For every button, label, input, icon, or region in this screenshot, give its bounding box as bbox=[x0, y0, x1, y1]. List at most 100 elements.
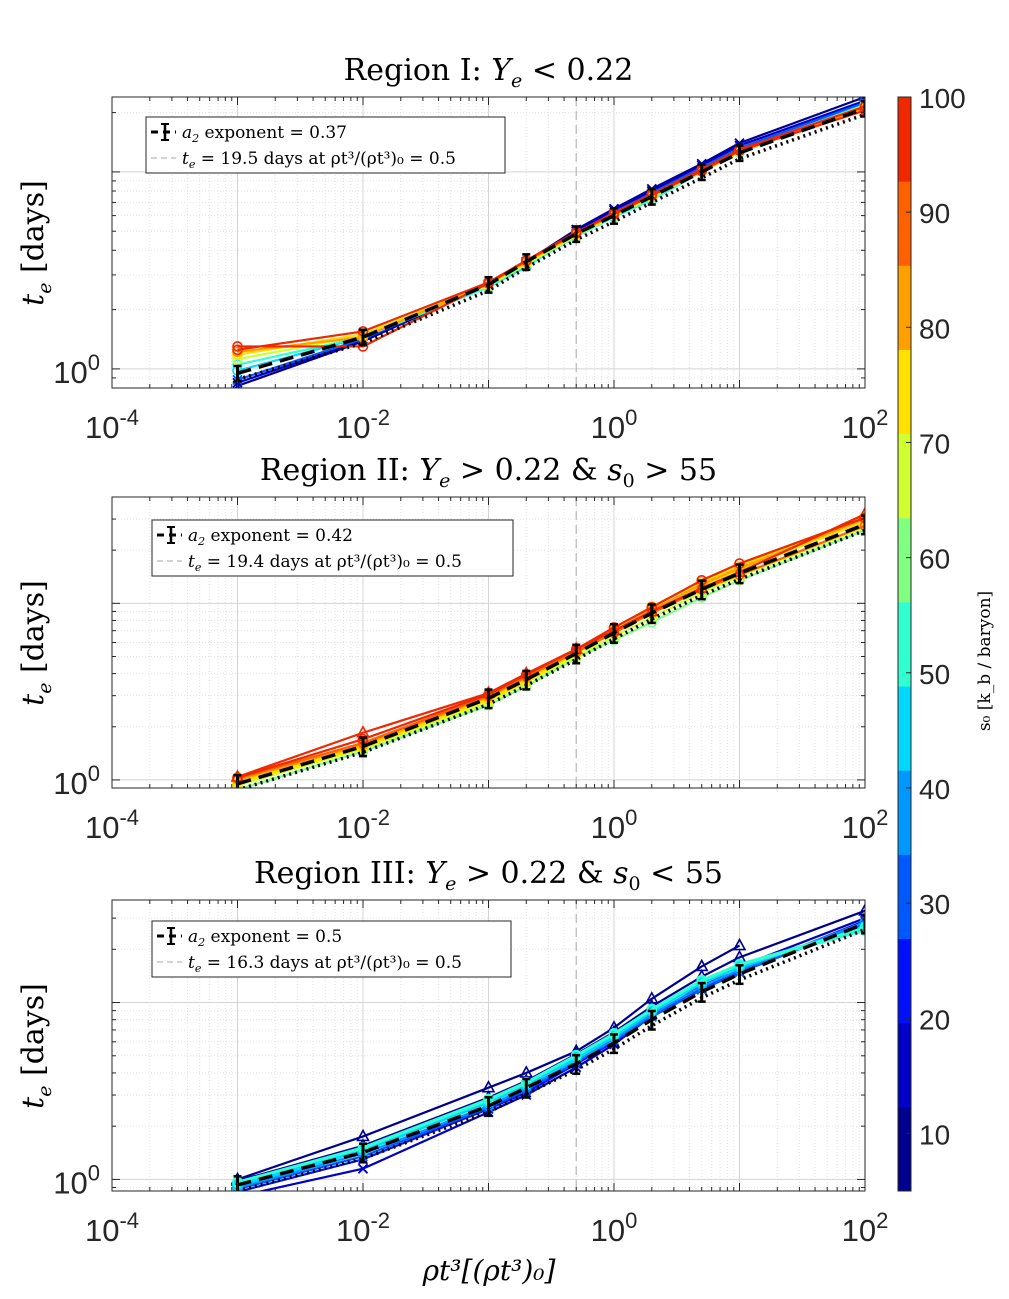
series-group bbox=[232, 97, 865, 388]
x-tick-label: 100 bbox=[591, 1208, 638, 1248]
colorbar-segment bbox=[898, 433, 911, 519]
title-text: > 0.22 & bbox=[456, 856, 613, 891]
y-axis-label: te [days] bbox=[16, 580, 56, 706]
ylabel-units: [days] bbox=[16, 580, 51, 682]
legend-subscript: e bbox=[195, 561, 202, 574]
tick-exponent: 2 bbox=[876, 1208, 888, 1233]
data-point bbox=[232, 344, 243, 356]
y-axis-label: te [days] bbox=[16, 983, 56, 1109]
legend-entry-2: te = 19.5 days at ρt³/(ρt³)₀ = 0.5 bbox=[182, 149, 456, 171]
title-text: Region III: bbox=[254, 856, 425, 891]
x-tick-label: 10-4 bbox=[85, 405, 139, 445]
x-tick-label: 10-2 bbox=[336, 405, 390, 445]
tick-mantissa: 10 bbox=[336, 810, 370, 845]
x-tick-label: 102 bbox=[842, 405, 889, 445]
colorbar-segment bbox=[898, 1106, 911, 1192]
colorbar-segment bbox=[898, 854, 911, 940]
legend-entry-2: te = 19.4 days at ρt³/(ρt³)₀ = 0.5 bbox=[188, 552, 462, 574]
fit-line bbox=[237, 106, 865, 375]
tick-exponent: -2 bbox=[370, 405, 390, 430]
title-subscript: 0 bbox=[623, 470, 635, 492]
colorbar-label: s₀ [k_b / baryon] bbox=[975, 591, 995, 731]
title-text: Region I: bbox=[344, 53, 492, 88]
colorbar-tick-label: 20 bbox=[919, 1004, 950, 1035]
chart-title: Region I: Ye < 0.22 bbox=[344, 53, 634, 92]
series-line bbox=[237, 926, 865, 1183]
legend-symbol: t bbox=[188, 552, 195, 572]
tick-exponent: -4 bbox=[119, 405, 139, 430]
x-tick-label: 10-2 bbox=[336, 1208, 390, 1248]
colorbar-segment bbox=[898, 1022, 911, 1108]
y-tick-label: 100 bbox=[53, 350, 100, 390]
tick-exponent: 2 bbox=[876, 805, 888, 830]
title-text: Region II: bbox=[260, 453, 419, 488]
data-point bbox=[859, 922, 865, 933]
x-tick-label: 102 bbox=[842, 1208, 889, 1248]
tick-mantissa: 10 bbox=[591, 810, 625, 845]
legend-symbol: a bbox=[188, 927, 198, 947]
tick-mantissa: 10 bbox=[53, 1165, 87, 1200]
fit-line bbox=[236, 522, 865, 786]
title-text: > 0.22 & bbox=[450, 453, 607, 488]
data-point bbox=[858, 903, 865, 916]
legend-text: exponent = 0.37 bbox=[199, 123, 347, 143]
tick-exponent: -4 bbox=[119, 805, 139, 830]
tick-mantissa: 10 bbox=[591, 1213, 625, 1248]
legend: a2 exponent = 0.5 te = 16.3 days at ρt³/(… bbox=[151, 920, 512, 978]
colorbar-segment bbox=[898, 265, 911, 350]
legend-text: = 16.3 days at ρt³/(ρt³)₀ = 0.5 bbox=[201, 953, 462, 973]
title-text: < 0.22 bbox=[522, 53, 633, 88]
series-line bbox=[237, 516, 865, 779]
tick-exponent: 0 bbox=[625, 405, 637, 430]
data-point bbox=[357, 1163, 369, 1174]
colorbar: 10 20 30 40 50 60 70 80 90 100 s₀ [k_b / baryon] bbox=[897, 83, 995, 1192]
series-group bbox=[230, 903, 865, 1191]
tick-mantissa: 10 bbox=[85, 810, 119, 845]
title-subscript: e bbox=[445, 873, 456, 895]
series-line bbox=[237, 921, 865, 1189]
colorbar-tick-label: 40 bbox=[919, 774, 950, 805]
legend-box bbox=[151, 519, 514, 577]
ylabel-units: [days] bbox=[16, 983, 51, 1085]
tick-mantissa: 10 bbox=[85, 1213, 119, 1248]
legend-symbol: t bbox=[188, 953, 195, 973]
legend-subscript: e bbox=[189, 158, 196, 171]
tick-exponent: 0 bbox=[625, 1208, 637, 1233]
y-axis-label: te [days] bbox=[16, 180, 56, 306]
x-tick-label: 10-4 bbox=[85, 805, 139, 845]
fit-dotted-line bbox=[237, 528, 865, 788]
series-line bbox=[237, 922, 865, 1191]
data-point bbox=[859, 105, 865, 116]
colorbar-segment bbox=[898, 770, 911, 855]
title-symbol: s bbox=[613, 856, 628, 891]
x-axis-label: ρt³[(ρt³)₀] bbox=[422, 1254, 556, 1287]
series-line bbox=[237, 928, 865, 1186]
legend: a2 exponent = 0.37 te = 19.5 days at ρt³/… bbox=[145, 116, 506, 174]
series-line bbox=[237, 513, 865, 778]
title-subscript: 0 bbox=[629, 873, 641, 895]
x-tick-label: 10-4 bbox=[85, 1208, 139, 1248]
title-symbol: Y bbox=[419, 453, 442, 488]
ylabel-units: [days] bbox=[16, 180, 51, 282]
legend-text: exponent = 0.42 bbox=[205, 526, 353, 546]
data-point bbox=[644, 991, 659, 1004]
tick-exponent: 0 bbox=[625, 805, 637, 830]
tick-mantissa: 10 bbox=[842, 410, 876, 445]
tick-mantissa: 10 bbox=[53, 766, 87, 801]
x-tick-label: 102 bbox=[842, 805, 889, 845]
tick-exponent: 0 bbox=[88, 761, 100, 786]
colorbar-segment bbox=[898, 517, 911, 603]
legend-box bbox=[145, 116, 506, 174]
legend-entry-1: a2 exponent = 0.37 bbox=[182, 123, 347, 145]
colorbar-tick-label: 50 bbox=[919, 659, 950, 690]
chart-title: Region II: Ye > 0.22 & s0 > 55 bbox=[260, 453, 717, 492]
tick-mantissa: 10 bbox=[53, 355, 87, 390]
series-line bbox=[237, 526, 865, 787]
title-symbol: s bbox=[607, 453, 622, 488]
title-symbol: Y bbox=[491, 53, 514, 88]
ylabel-symbol: t bbox=[16, 293, 51, 306]
legend-text: exponent = 0.5 bbox=[205, 927, 342, 947]
title-symbol: Y bbox=[425, 856, 448, 891]
